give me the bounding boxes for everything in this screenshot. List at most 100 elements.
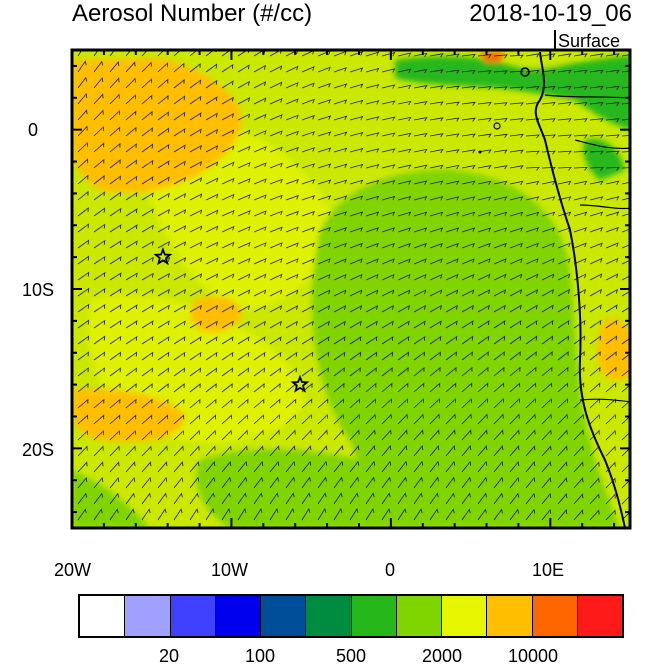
wind-barb [141, 208, 154, 217]
wind-barb [621, 400, 630, 409]
wind-barb [253, 476, 263, 489]
wind-barb [141, 461, 152, 473]
wind-barb [509, 429, 520, 441]
wind-barb [109, 256, 122, 265]
wind-barb [221, 96, 234, 105]
map-title: Aerosol Number (#/cc) [72, 0, 313, 27]
wind-barb [605, 118, 620, 123]
wind-barb [189, 63, 201, 73]
wind-barb [429, 366, 441, 377]
wind-barb [221, 289, 235, 297]
wind-barb [205, 445, 216, 457]
y-tick-label-0: 0 [28, 120, 39, 140]
wind-barb [333, 460, 344, 473]
wind-barb [269, 508, 279, 521]
wind-barb [349, 195, 364, 201]
wind-barb [365, 305, 379, 313]
wind-barb [77, 351, 89, 361]
wind-barb [365, 336, 378, 345]
wind-barb [557, 258, 571, 265]
wind-barb [77, 398, 89, 409]
wind-barb [237, 194, 251, 201]
wind-barb [525, 69, 540, 74]
wind-barb [173, 111, 186, 121]
wind-barb [93, 175, 105, 185]
wind-barb [77, 76, 87, 89]
wind-barb [365, 51, 380, 57]
wind-barb [541, 413, 552, 425]
wind-barb [365, 164, 380, 169]
wind-barb [541, 196, 556, 201]
wind-barb [237, 64, 250, 73]
wind-barb [477, 445, 488, 457]
wind-barb [205, 289, 219, 297]
wind-barb [477, 273, 491, 281]
wind-barb [397, 305, 410, 313]
wind-barb [365, 84, 380, 89]
wind-barb [301, 163, 316, 169]
wind-barb [381, 227, 396, 233]
wind-barb [317, 429, 328, 441]
wind-barb [461, 460, 472, 473]
wind-barb [285, 445, 296, 457]
colorbar-swatch-11 [577, 596, 622, 636]
wind-barb [541, 461, 552, 473]
wind-barb [413, 117, 428, 122]
wind-barb [333, 320, 346, 329]
wind-barb [413, 413, 424, 425]
wind-barb [173, 160, 186, 169]
wind-barb [253, 194, 267, 201]
wind-barb [541, 335, 553, 345]
wind-barb [573, 493, 584, 505]
wind-barb [301, 492, 311, 505]
wind-barb [221, 508, 231, 521]
wind-barb [77, 207, 89, 217]
wind-barb [77, 445, 88, 457]
wind-barb [493, 382, 505, 393]
wind-barb [253, 305, 267, 313]
wind-barb [157, 351, 170, 361]
wind-barb [157, 208, 170, 217]
wind-barb [413, 85, 428, 90]
wind-barb [573, 85, 588, 90]
wind-barb [77, 271, 90, 281]
wind-barb [333, 179, 348, 185]
wind-barb [541, 227, 556, 233]
wind-barb [477, 133, 492, 138]
wind-barb [397, 335, 410, 345]
wind-barb [349, 289, 363, 297]
wind-barb [157, 429, 168, 441]
wind-barb [253, 242, 267, 249]
wind-barb [509, 54, 524, 59]
wind-barb [573, 118, 588, 123]
wind-barb [269, 273, 283, 281]
wind-barb [429, 289, 443, 297]
wind-barb [381, 460, 392, 473]
wind-barb [621, 384, 630, 393]
wind-barb [109, 367, 121, 377]
wind-barb [573, 53, 588, 58]
wind-barb [493, 508, 503, 521]
wind-barb [173, 257, 187, 265]
wind-barb [589, 69, 604, 74]
wind-barb [125, 320, 138, 329]
wind-barb [189, 383, 201, 393]
wind-barb [141, 414, 153, 425]
wind-barb [317, 195, 332, 201]
wind-barb [589, 493, 600, 505]
wind-barb [477, 242, 491, 249]
wind-barb [253, 445, 264, 457]
wind-barb [109, 110, 120, 121]
wind-barb [413, 508, 423, 521]
wind-barb [605, 288, 618, 297]
wind-barb [461, 211, 476, 217]
wind-barb [509, 133, 524, 138]
wind-barb [125, 351, 138, 361]
wind-barb [77, 335, 90, 345]
wind-barb [589, 118, 604, 123]
wind-barb [605, 304, 618, 313]
wind-barb [109, 476, 120, 489]
wind-barb [477, 382, 489, 393]
wind-barb [461, 335, 474, 345]
wind-barb [445, 351, 457, 361]
